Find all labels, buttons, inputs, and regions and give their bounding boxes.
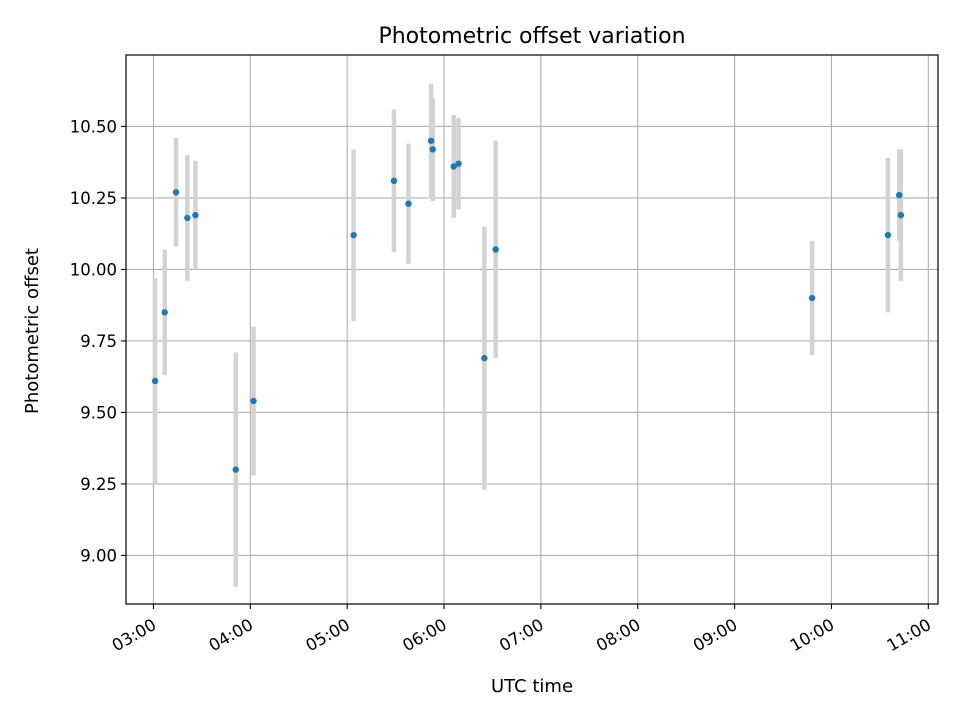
y-axis-ticks: 9.00 9.25 9.50 9.75 10.00 10.25 10.50 (70, 117, 126, 565)
data-point (896, 191, 903, 199)
y-tick-label: 10.50 (70, 117, 117, 136)
data-point (405, 200, 412, 207)
data-point (390, 177, 398, 185)
data-point (427, 137, 435, 144)
data-point (161, 309, 168, 316)
data-point (897, 211, 905, 219)
data-point (884, 231, 892, 239)
y-axis-label: Photometric offset (22, 248, 43, 414)
data-point (232, 466, 239, 473)
data-point (492, 246, 499, 253)
y-tick-label: 10.00 (70, 260, 117, 279)
y-tick-label: 9.75 (80, 332, 117, 351)
chart-title: Photometric offset variation (378, 24, 685, 49)
grid (126, 55, 938, 604)
y-tick-label: 9.25 (80, 475, 117, 494)
data-point (481, 354, 488, 362)
data-point (250, 397, 257, 405)
data-point (172, 189, 180, 196)
y-tick-label: 9.50 (80, 403, 117, 422)
data-point (192, 211, 199, 219)
plot-area-frame (125, 54, 939, 605)
data-point (350, 231, 357, 239)
data-point (429, 146, 436, 153)
data-point (450, 163, 457, 170)
data-point (184, 214, 191, 222)
x-axis-label: UTC time (491, 676, 573, 697)
data-point (151, 377, 159, 385)
data-points (151, 137, 905, 473)
data-point (808, 294, 816, 302)
y-tick-label: 9.00 (80, 546, 117, 565)
y-tick-label: 10.25 (70, 189, 117, 208)
data-point (455, 160, 462, 167)
